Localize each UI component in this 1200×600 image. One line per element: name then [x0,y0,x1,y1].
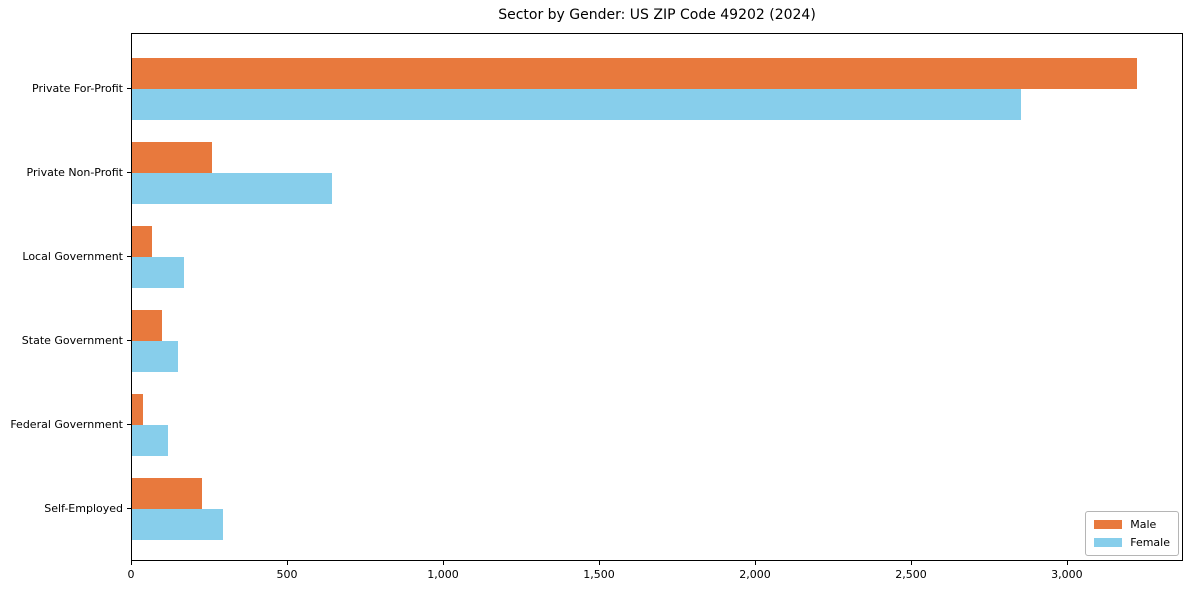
bar-male-self-employed: 225 [132,478,203,509]
bar-male-local-government: 65 [132,226,153,257]
bar-male-private-for-profit: 3220 [132,58,1137,89]
y-axis-label-self-employed: Self-Employed [44,502,123,515]
x-tick-label-0: 0 [127,568,135,581]
y-axis-label-private-non-profit: Private Non-Profit [26,166,123,179]
x-tick-label-500: 500 [276,568,298,581]
legend-label-female: Female [1130,536,1170,549]
y-tick-mark [127,340,131,341]
x-tick-mark [1066,561,1068,565]
y-tick-mark [127,424,131,425]
bar-female-state-government: 148 [132,341,179,372]
bar-female-private-non-profit: 640 [132,173,332,204]
x-tick-mark [755,561,756,565]
y-axis-label-state-government: State Government [21,334,123,347]
bar-male-private-non-profit: 255 [132,142,212,173]
x-tick-label-2-000: 2,000 [739,568,771,581]
x-tick-mark [131,561,132,565]
chart-title: Sector by Gender: US ZIP Code 49202 (202… [498,7,816,23]
legend-swatch-male [1094,520,1123,529]
x-tick-label-2-500: 2,500 [895,568,927,581]
bar-female-self-employed: 290 [132,509,223,540]
y-tick-mark [127,88,131,89]
legend-label-male: Male [1130,518,1157,531]
legend-swatch-female [1094,538,1123,547]
y-axis-label-private-for-profit: Private For-Profit [32,82,123,95]
y-tick-mark [127,256,131,257]
x-tick-label-1-000: 1,000 [427,568,459,581]
y-tick-mark [127,172,131,173]
x-tick-mark [911,561,912,565]
y-axis-label-local-government: Local Government [22,250,123,263]
bar-female-local-government: 165 [132,257,184,288]
legend-item-male: Male [1094,518,1170,531]
x-tick-mark [443,561,444,565]
x-tick-label-1-500: 1,500 [583,568,615,581]
plot-area: Male Female 32202850 255640 65165 95148 35115… [131,33,1183,561]
bar-male-state-government: 95 [132,310,162,341]
y-axis-label-federal-government: Federal Government [10,418,123,431]
x-tick-label-3-000: 3,000 [1051,568,1083,581]
legend: Male Female [1085,511,1179,556]
y-tick-mark [127,508,131,509]
bar-male-federal-government: 35 [132,394,143,425]
x-tick-mark [287,561,288,565]
legend-item-female: Female [1094,536,1170,549]
x-tick-mark [599,561,600,565]
bar-female-federal-government: 115 [132,425,168,456]
bar-female-private-for-profit: 2850 [132,89,1022,120]
